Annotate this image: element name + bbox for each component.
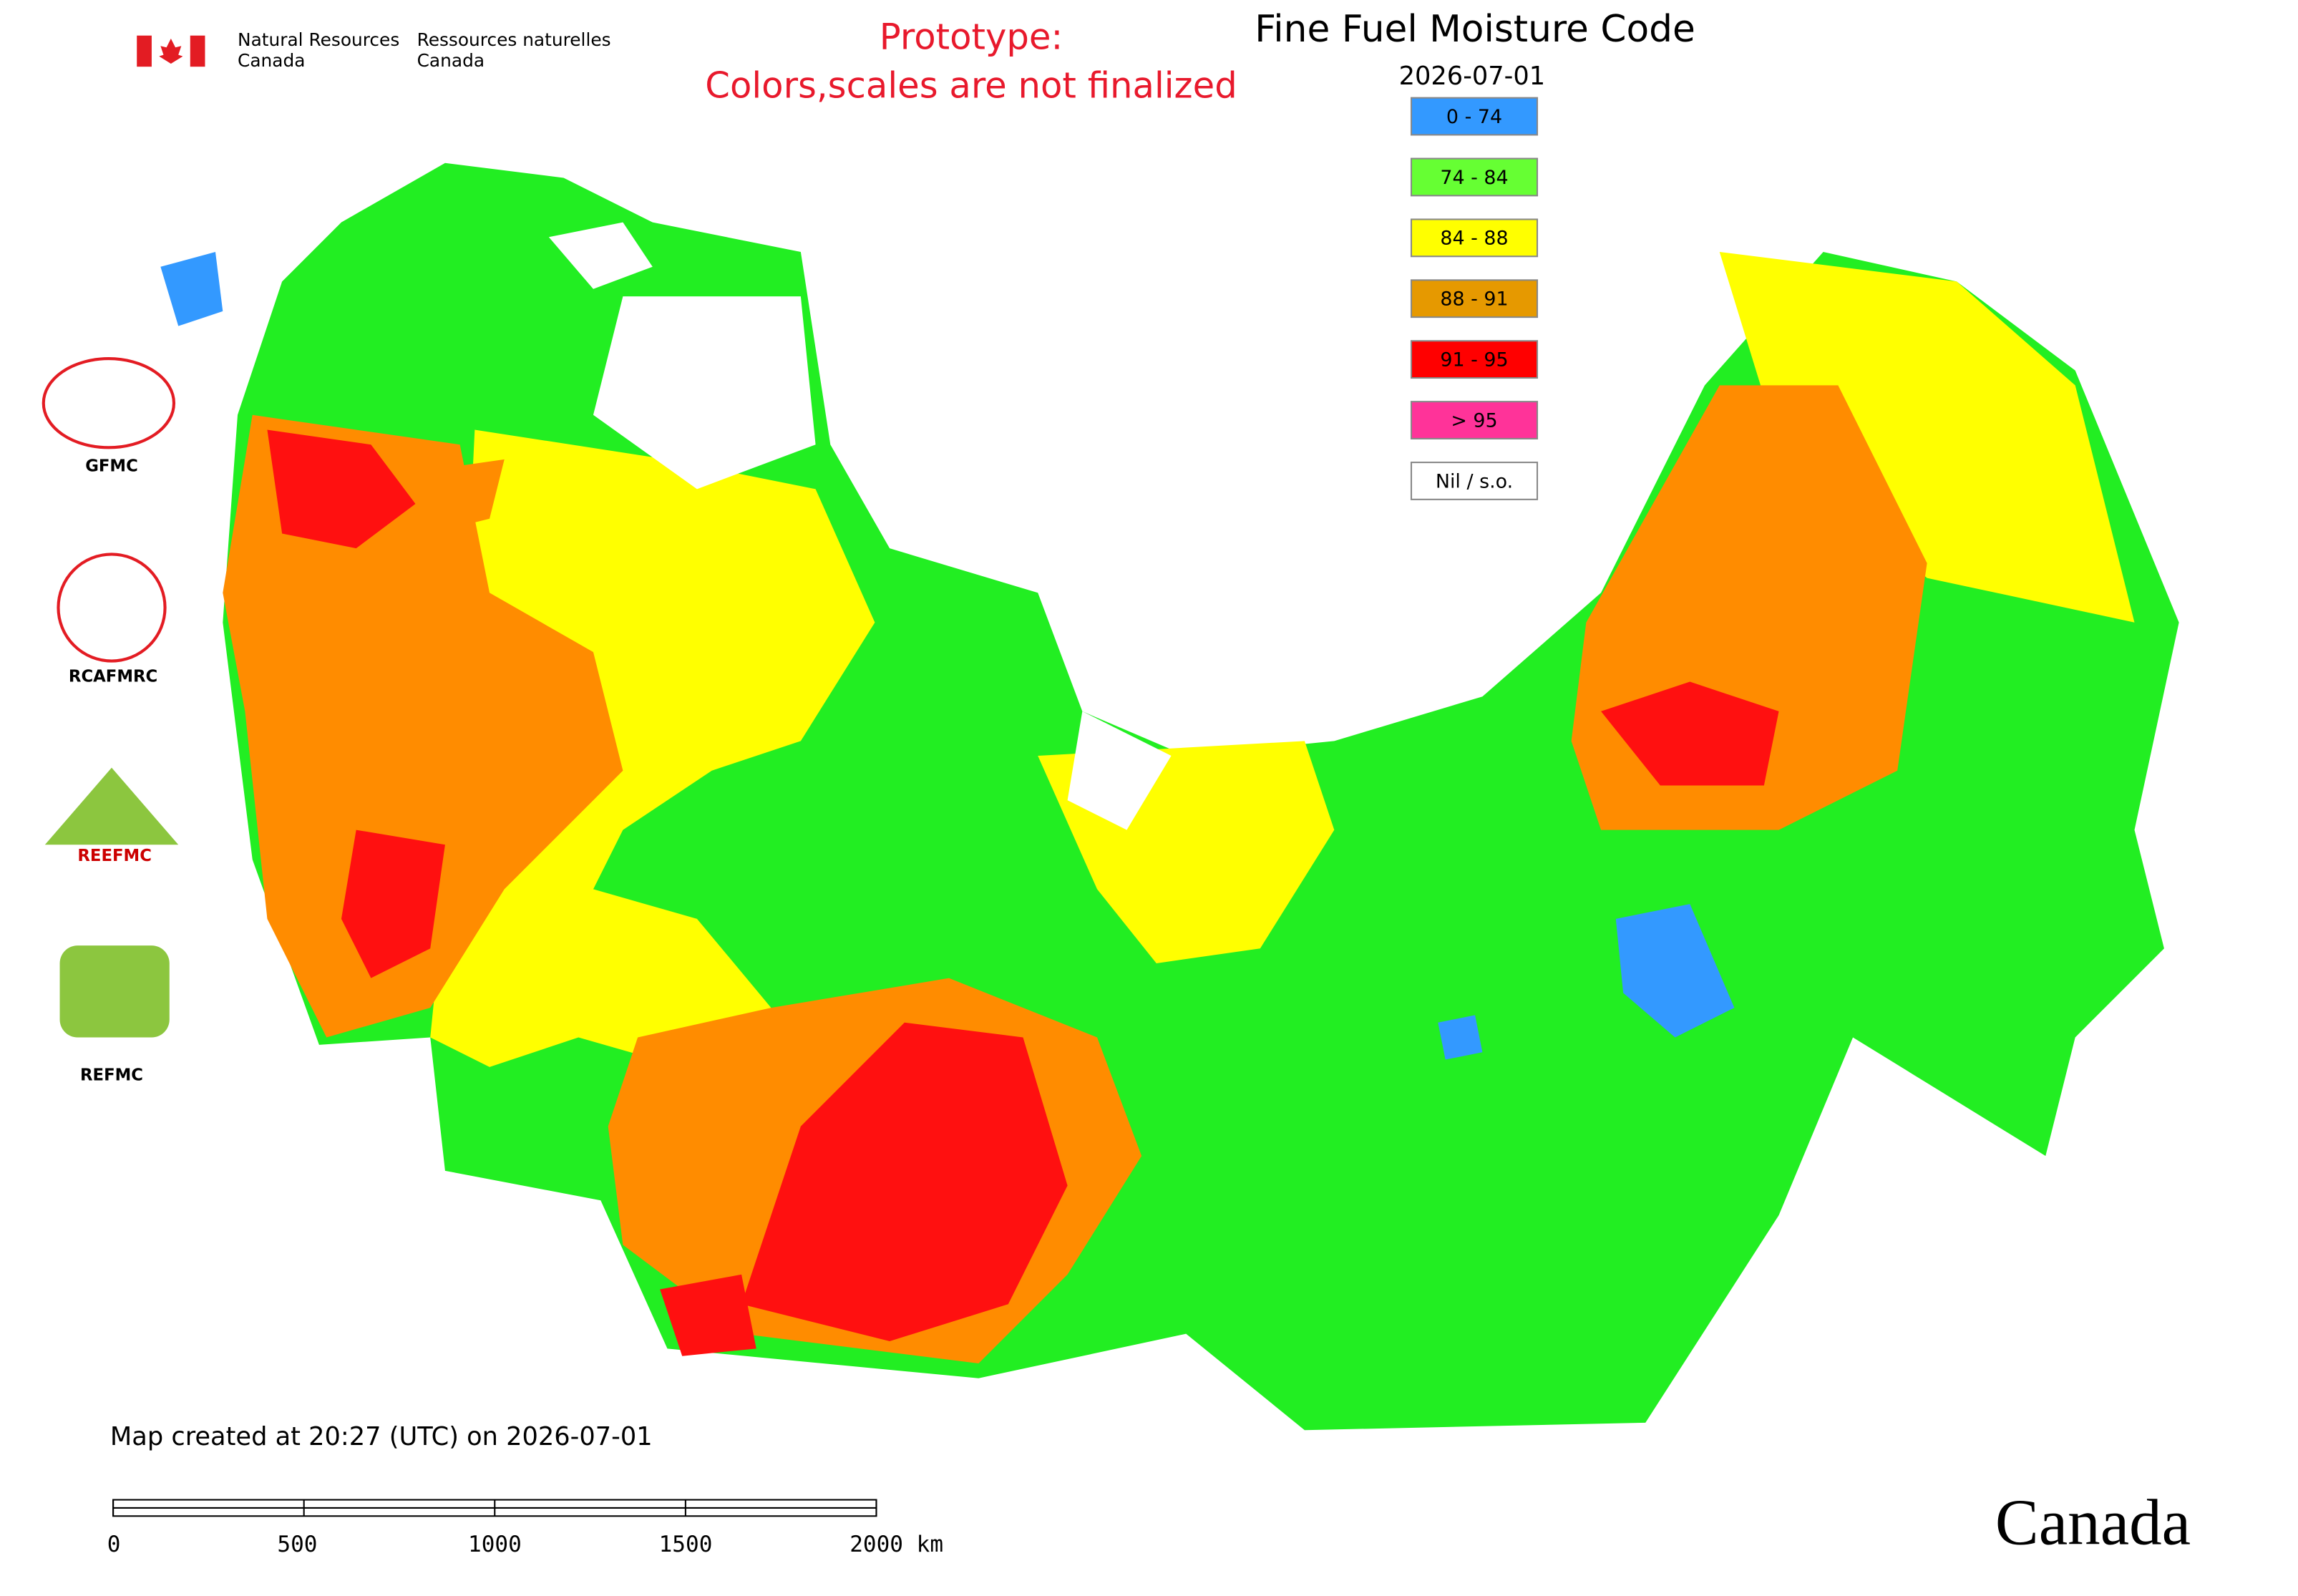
legend-label: 0 - 74 <box>1446 106 1502 128</box>
canada-wordmark: Canada <box>1995 1486 2191 1559</box>
flag-bar <box>137 35 152 67</box>
scale-label: 1000 <box>468 1532 522 1557</box>
legend-label: > 95 <box>1451 409 1497 432</box>
created-note: Map created at 20:27 (UTC) on 2026-07-01 <box>110 1422 653 1451</box>
agency-fr: Ressources naturelles <box>417 29 611 50</box>
map-date: 2026-07-01 <box>1399 62 1546 91</box>
legend-swatch <box>1410 462 1539 500</box>
legend-label: Nil / s.o. <box>1436 470 1513 492</box>
legend-swatch <box>1410 401 1539 439</box>
agency-en: Canada <box>238 50 305 71</box>
notice: Colors,scales are not finalized <box>705 65 1237 107</box>
scale-label: 500 <box>277 1532 317 1557</box>
gov-header: Natural Resources Canada Ressources natu… <box>137 29 611 71</box>
agency-en: Natural Resources <box>238 29 399 50</box>
zone-nil <box>1067 711 1172 830</box>
zone-red <box>660 1274 756 1356</box>
logos: GFMC RCAFMRC REEFMC REFMC <box>42 357 179 1085</box>
maple-leaf <box>159 38 183 64</box>
zone-nil <box>548 222 653 289</box>
legend-swatch <box>1410 97 1539 136</box>
zone-red <box>741 1022 1068 1341</box>
zone-yellow <box>430 429 875 1067</box>
logo-gfmc <box>42 357 176 449</box>
zone-blue <box>160 252 223 326</box>
scale-label: 1500 <box>659 1532 713 1557</box>
logo-label: GFMC <box>85 457 138 475</box>
legend-swatch <box>1410 340 1539 379</box>
map-area <box>160 162 2179 1431</box>
agency-fr: Canada <box>417 50 485 71</box>
logo-reefmc <box>44 767 179 845</box>
legend-swatch <box>1410 279 1539 318</box>
logo-label: RCAFMRC <box>69 668 157 686</box>
zone-red <box>341 829 445 978</box>
logo-label: REFMC <box>80 1066 143 1085</box>
scale-label: 0 <box>107 1532 121 1557</box>
zone-blue <box>1615 904 1735 1038</box>
zone-red <box>267 429 416 549</box>
legend-swatch <box>1410 218 1539 258</box>
map-title: Fine Fuel Moisture Code <box>1255 8 1695 51</box>
logo-label: REEFMC <box>77 847 152 865</box>
zone-yellow <box>1719 252 2135 623</box>
zone-blue <box>1438 1015 1483 1060</box>
flag-bar <box>190 35 205 67</box>
legend-label: 84 - 88 <box>1440 228 1508 250</box>
legend-label: 91 - 95 <box>1440 349 1508 371</box>
scale-label: 2000 km <box>849 1532 943 1557</box>
logo-rcafmrc <box>57 553 167 663</box>
logo-refmc <box>59 945 170 1038</box>
zone-nil <box>593 296 816 490</box>
legend-swatch <box>1410 157 1539 197</box>
legend-label: 88 - 91 <box>1440 288 1508 311</box>
scale-bar: 0 500 1000 1500 2000 km <box>107 1499 943 1557</box>
zone-orange <box>400 459 505 534</box>
legend-label: 74 - 84 <box>1440 167 1508 189</box>
notice: Prototype: <box>880 16 1063 57</box>
zone-red <box>1601 681 1779 786</box>
zone-orange <box>223 414 623 1038</box>
legend: 0 - 74 74 - 84 84 - 88 88 - 91 91 - 95 > 95 Ni… <box>1410 97 1539 500</box>
